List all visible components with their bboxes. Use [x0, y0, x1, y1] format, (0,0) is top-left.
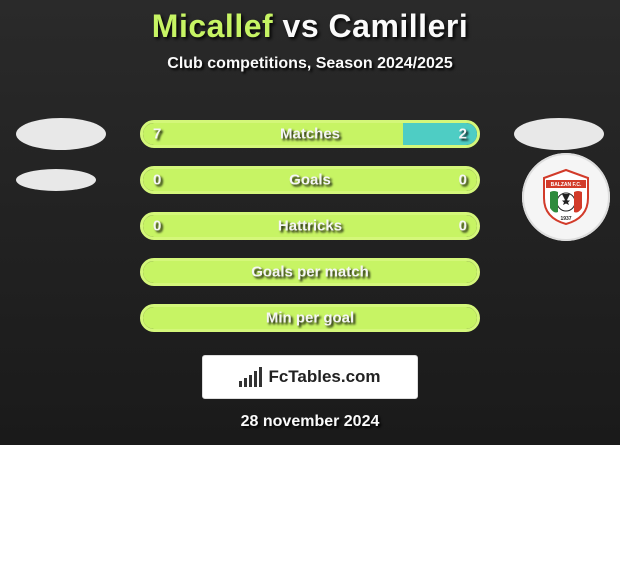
player-silhouette [514, 118, 604, 150]
stat-bar-left-segment [143, 261, 477, 283]
stat-row: Min per goal [0, 295, 620, 341]
stat-value-right: 0 [459, 172, 467, 189]
stat-row: Matches72 [0, 111, 620, 157]
branding-bars-icon [239, 367, 262, 387]
player1-name: Micallef [152, 8, 273, 44]
branding-bar [249, 375, 252, 387]
stat-bar-left-segment [143, 169, 477, 191]
stat-bar-left-segment [143, 307, 477, 329]
branding-badge: FcTables.com [202, 355, 418, 399]
stat-value-left: 0 [153, 172, 161, 189]
player-silhouette [16, 169, 96, 191]
branding-text: FcTables.com [268, 367, 380, 387]
branding-bar [259, 367, 262, 387]
title: Micallef vs Camilleri [0, 8, 620, 45]
stat-bar: Hattricks00 [140, 212, 480, 240]
stat-bar: Goals00 [140, 166, 480, 194]
subtitle: Club competitions, Season 2024/2025 [0, 55, 620, 73]
stat-row: Goals per match [0, 249, 620, 295]
branding-bar [239, 381, 242, 387]
stat-bar: Goals per match [140, 258, 480, 286]
svg-text:BALZAN F.C.: BALZAN F.C. [551, 182, 582, 188]
branding-bar [254, 371, 257, 387]
stat-bar: Min per goal [140, 304, 480, 332]
stat-bar: Matches72 [140, 120, 480, 148]
player-silhouette [16, 118, 106, 150]
stat-row: Hattricks00 [0, 203, 620, 249]
stat-value-left: 7 [153, 126, 161, 143]
stat-bar-left-segment [143, 123, 403, 145]
branding-bar [244, 378, 247, 387]
comparison-card: Micallef vs Camilleri Club competitions,… [0, 0, 620, 445]
stat-rows: Matches72 BALZAN F.C. 1937 Goals00Hattri… [0, 111, 620, 341]
footer-date: 28 november 2024 [0, 413, 620, 431]
player2-name: Camilleri [329, 8, 469, 44]
stat-bar-left-segment [143, 215, 477, 237]
stat-value-right: 0 [459, 218, 467, 235]
stat-value-left: 0 [153, 218, 161, 235]
stat-row: BALZAN F.C. 1937 Goals00 [0, 157, 620, 203]
vs-text: vs [283, 8, 320, 44]
stat-value-right: 2 [459, 126, 467, 143]
